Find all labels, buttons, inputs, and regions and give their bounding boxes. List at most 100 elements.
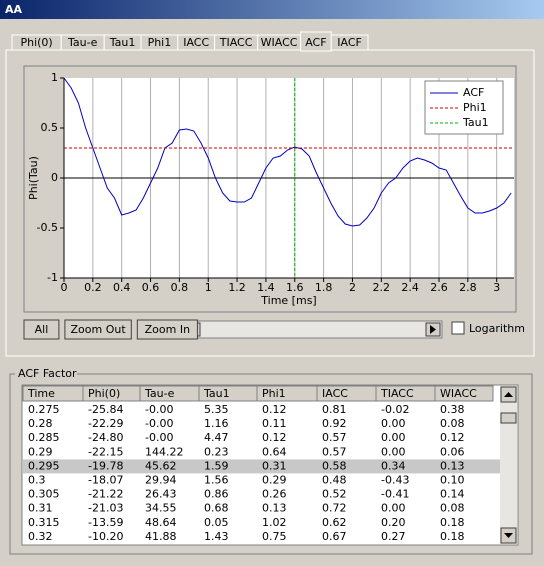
cell[interactable]: 0.58	[322, 459, 347, 472]
column-header-label[interactable]: Time	[27, 387, 55, 400]
cell[interactable]: 0.92	[322, 417, 347, 430]
tab-label[interactable]: TIACC	[219, 36, 253, 49]
tab-label[interactable]: Tau-e	[67, 36, 98, 49]
cell[interactable]: 0.18	[440, 530, 465, 543]
button-label[interactable]: All	[35, 323, 49, 336]
cell[interactable]: 0.23	[204, 445, 229, 458]
cell[interactable]: 0.00	[381, 431, 406, 444]
cell[interactable]: 144.22	[145, 445, 184, 458]
tab-label[interactable]: ACF	[305, 36, 326, 49]
cell[interactable]: 0.00	[381, 445, 406, 458]
cell[interactable]: 0.62	[322, 516, 347, 529]
cell[interactable]: -0.00	[145, 417, 173, 430]
cell[interactable]: 0.52	[322, 488, 347, 501]
cell[interactable]: -18.07	[88, 474, 123, 487]
cell[interactable]: 1.02	[262, 516, 287, 529]
cell[interactable]: -0.43	[381, 474, 409, 487]
cell[interactable]: 0.29	[262, 474, 287, 487]
cell[interactable]: 0.32	[28, 530, 53, 543]
cell[interactable]: -10.20	[88, 530, 123, 543]
cell[interactable]: 0.06	[440, 445, 465, 458]
tab-label[interactable]: Tau1	[109, 36, 136, 49]
scroll-thumb[interactable]	[500, 412, 517, 424]
cell[interactable]: 0.31	[262, 459, 287, 472]
cell[interactable]: 0.31	[28, 502, 53, 515]
cell[interactable]: 0.00	[381, 502, 406, 515]
cell[interactable]: 0.26	[262, 488, 287, 501]
cell[interactable]: 4.47	[204, 431, 229, 444]
cell[interactable]: -25.84	[88, 403, 123, 416]
cell[interactable]: 45.62	[145, 459, 177, 472]
cell[interactable]: 0.00	[381, 417, 406, 430]
cell[interactable]: -0.00	[145, 431, 173, 444]
cell[interactable]: 0.20	[381, 516, 406, 529]
cell[interactable]: -0.02	[381, 403, 409, 416]
cell[interactable]: -24.80	[88, 431, 123, 444]
button[interactable]	[64, 319, 132, 340]
cell[interactable]: 0.67	[322, 530, 347, 543]
cell[interactable]: 0.29	[28, 445, 53, 458]
button-label[interactable]: Zoom In	[145, 323, 190, 336]
cell[interactable]: 0.48	[322, 474, 347, 487]
cell[interactable]: 0.81	[322, 403, 347, 416]
cell[interactable]: 5.35	[204, 403, 229, 416]
table-scrollbar[interactable]	[500, 386, 517, 544]
cell[interactable]: 0.14	[440, 488, 465, 501]
button[interactable]	[23, 319, 60, 340]
column-header-label[interactable]: TIACC	[380, 387, 414, 400]
column-header-label[interactable]: WIACC	[440, 387, 477, 400]
cell[interactable]: 0.34	[381, 459, 406, 472]
cell[interactable]: -19.78	[88, 459, 123, 472]
cell[interactable]: 0.12	[262, 403, 287, 416]
cell[interactable]: 1.59	[204, 459, 229, 472]
cell[interactable]: 0.315	[28, 516, 60, 529]
cell[interactable]: -22.29	[88, 417, 123, 430]
cell[interactable]: 0.68	[204, 502, 229, 515]
cell[interactable]: 0.10	[440, 474, 465, 487]
cell[interactable]: 0.285	[28, 431, 60, 444]
tab-label[interactable]: Phi1	[148, 36, 172, 49]
cell[interactable]: 0.3	[28, 474, 46, 487]
cell[interactable]: 0.12	[262, 431, 287, 444]
checkbox-label[interactable]: Logarithm	[469, 322, 525, 335]
tab-label[interactable]: IACC	[183, 36, 209, 49]
cell[interactable]: 0.57	[322, 445, 347, 458]
cell[interactable]: 0.57	[322, 431, 347, 444]
cell[interactable]: -0.00	[145, 403, 173, 416]
cell[interactable]: 0.12	[440, 431, 465, 444]
cell[interactable]: 0.295	[28, 459, 60, 472]
cell[interactable]: 0.08	[440, 417, 465, 430]
cell[interactable]: 0.38	[440, 403, 465, 416]
cell[interactable]: 0.28	[28, 417, 53, 430]
cell[interactable]: 0.18	[440, 516, 465, 529]
cell[interactable]: 0.72	[322, 502, 347, 515]
cell[interactable]: 0.75	[262, 530, 287, 543]
cell[interactable]: 0.86	[204, 488, 229, 501]
cell[interactable]: 34.55	[145, 502, 177, 515]
cell[interactable]: 29.94	[145, 474, 177, 487]
cell[interactable]: -22.15	[88, 445, 123, 458]
cell[interactable]: 0.05	[204, 516, 229, 529]
cell[interactable]: 0.11	[262, 417, 287, 430]
checkbox[interactable]	[451, 321, 465, 335]
tab[interactable]	[330, 34, 369, 51]
cell[interactable]: 0.305	[28, 488, 60, 501]
cell[interactable]: 48.64	[145, 516, 177, 529]
cell[interactable]: 1.43	[204, 530, 229, 543]
cell[interactable]: 0.275	[28, 403, 60, 416]
scrollbar[interactable]	[183, 320, 443, 339]
tab-label[interactable]: IACF	[337, 36, 362, 49]
cell[interactable]: 1.16	[204, 417, 229, 430]
cell[interactable]: 0.13	[262, 502, 287, 515]
cell[interactable]: -21.22	[88, 488, 123, 501]
column-header-label[interactable]: Tau1	[203, 387, 230, 400]
tab-label[interactable]: Phi(0)	[20, 36, 52, 49]
cell[interactable]: 1.56	[204, 474, 229, 487]
cell[interactable]: 0.64	[262, 445, 287, 458]
button[interactable]	[136, 319, 198, 340]
column-header-label[interactable]: Phi1	[262, 387, 286, 400]
cell[interactable]: -0.41	[381, 488, 409, 501]
cell[interactable]: 41.88	[145, 530, 177, 543]
cell[interactable]: -13.59	[88, 516, 123, 529]
button-label[interactable]: Zoom Out	[71, 323, 127, 336]
